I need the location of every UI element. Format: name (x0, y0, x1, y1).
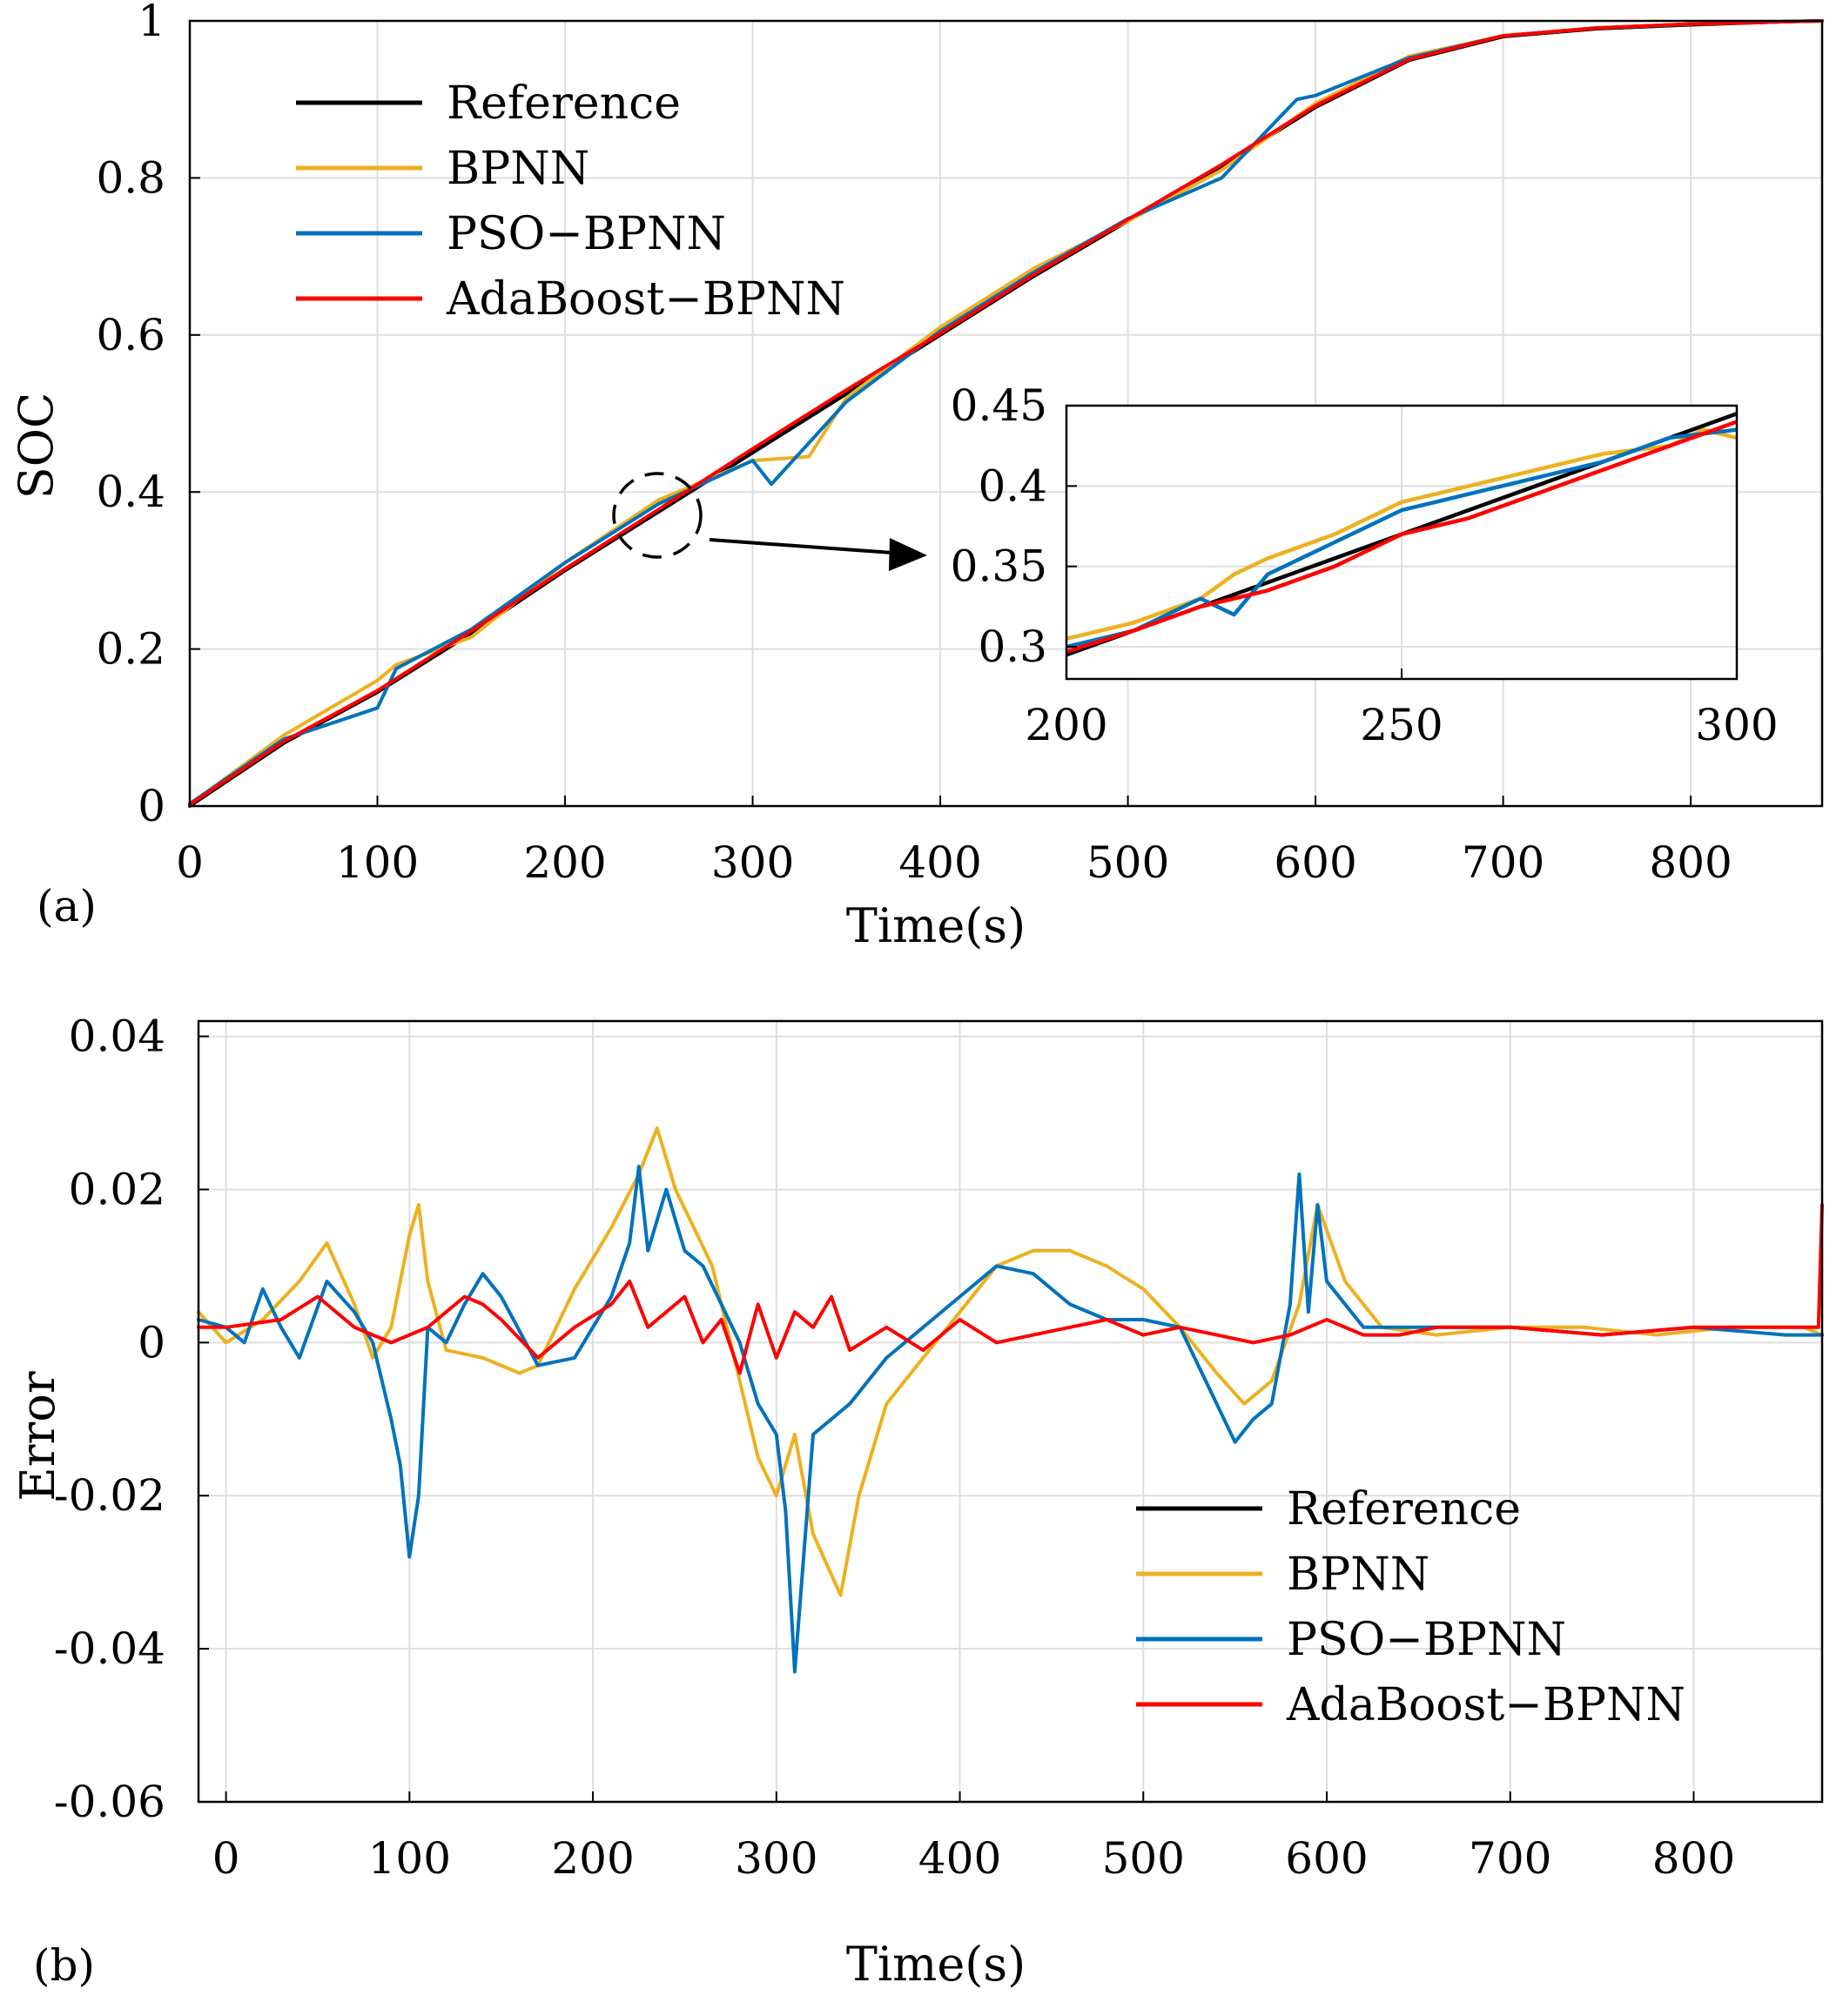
panel-a-ytick-label-1: 0.2 (96, 624, 165, 675)
panel-b-legend: Reference BPNN PSO−BPNN AdaBoost−BPNN (1136, 1483, 1685, 1731)
panel-a-legend-label-reference: Reference (447, 77, 681, 130)
panel-a-xlabel: Time(s) (846, 898, 1026, 953)
panel-b-series-pso-bpnn (197, 1165, 1824, 1674)
panel-b-ylabel: Error (10, 1371, 65, 1502)
panel-b-xlabel: Time(s) (846, 1937, 1026, 1992)
panel-b-xtick-label-300: 300 (735, 1833, 817, 1884)
panel-a-xtick-label-500: 500 (1086, 837, 1169, 888)
inset-series-pso-bpnn (1066, 427, 1738, 649)
panel-b-legend-label-pso-bpnn: PSO−BPNN (1287, 1614, 1566, 1666)
inset-ytick-label-2: 0.4 (978, 460, 1047, 511)
panel-b-letter: (b) (33, 1940, 95, 1991)
panel-b-error-chart: 0 100 200 300 400 500 600 700 800 -0.06 -0.04 -0.02… (10, 1011, 1824, 1992)
panel-b-xtick-label-200: 200 (551, 1833, 634, 1884)
inset-xtick-label-200: 200 (1025, 700, 1107, 750)
panel-a-xtick-label-800: 800 (1649, 837, 1732, 888)
panel-b-ytick-label-0: -0.06 (54, 1777, 165, 1827)
panel-b-series-bpnn (197, 1126, 1824, 1597)
panel-b-ytick-label-1: -0.04 (54, 1623, 165, 1674)
panel-a-xtick-label-300: 300 (711, 837, 794, 888)
panel-a-legend-label-pso-bpnn: PSO−BPNN (447, 208, 726, 260)
panel-a-ticks: 0 100 200 300 400 500 600 700 800 0 0.2 0.4 0.6 0.8 1 (96, 0, 1732, 888)
panel-a-xtick-label-700: 700 (1462, 837, 1544, 888)
panel-b-series (197, 1126, 1824, 1674)
panel-a-xtick-label-0: 0 (176, 837, 204, 888)
panel-a-frame (188, 19, 1824, 808)
zoom-arrow-head (889, 538, 927, 571)
panel-a-letter: (a) (37, 881, 97, 931)
panel-a-ytick-label-4: 0.8 (96, 152, 165, 203)
panel-b-ytick-label-2: -0.02 (54, 1470, 165, 1521)
panel-a-series (188, 19, 1824, 808)
panel-b-ytick-label-3: 0 (138, 1317, 165, 1368)
panel-a-ytick-label-2: 0.4 (96, 467, 165, 517)
panel-b-xtick-label-100: 100 (368, 1833, 451, 1884)
inset-ytick-label-1: 0.35 (951, 541, 1047, 592)
panel-b-ytick-label-4: 0.02 (69, 1164, 165, 1214)
panel-a-inset: 200 250 300 0.3 0.35 0.4 0.45 (951, 380, 1779, 750)
panel-b-xtick-label-0: 0 (212, 1833, 240, 1884)
panel-b-legend-label-adaboost-bpnn: AdaBoost−BPNN (1286, 1679, 1685, 1731)
inset-xtick-label-300: 300 (1695, 700, 1778, 750)
panel-a-ylabel: SOC (9, 393, 64, 500)
inset-ytick-label-0: 0.3 (978, 622, 1047, 672)
panel-b-xtick-label-500: 500 (1102, 1833, 1185, 1884)
panel-b-legend-label-reference: Reference (1287, 1483, 1521, 1536)
panel-b-xtick-label-600: 600 (1285, 1833, 1368, 1884)
zoom-region-circle (612, 472, 703, 559)
inset-ticks: 200 250 300 0.3 0.35 0.4 0.45 (951, 380, 1779, 750)
panel-a-ytick-label-5: 1 (138, 0, 165, 46)
panel-a-xtick-label-200: 200 (523, 837, 606, 888)
inset-series (1066, 412, 1738, 657)
panel-a-ytick-label-3: 0.6 (96, 310, 165, 360)
panel-a-series-adaboost-bpnn (188, 19, 1824, 807)
panel-b-legend-label-bpnn: BPNN (1287, 1549, 1429, 1601)
panel-a-legend-label-bpnn: BPNN (447, 143, 589, 195)
zoom-arrow-line (709, 538, 893, 554)
panel-b-xtick-label-800: 800 (1652, 1833, 1735, 1884)
panel-b-ticks: 0 100 200 300 400 500 600 700 800 -0.06 -0.04 -0.02… (54, 1011, 1735, 1884)
inset-series-adaboost-bpnn (1066, 420, 1738, 654)
panel-a-soc-chart: 0 100 200 300 400 500 600 700 80000.20.40.60.81 … (9, 0, 1824, 953)
panel-a-xtick-label-100: 100 (336, 837, 419, 888)
panel-b-frame (197, 1019, 1824, 1804)
panel-a-xtick-label-400: 400 (898, 837, 981, 888)
inset-xtick-label-250: 250 (1360, 700, 1443, 750)
panel-b-ytick-label-5: 0.04 (69, 1011, 165, 1062)
panel-b-grid (198, 1021, 1822, 1803)
panel-a-xtick-label-600: 600 (1274, 837, 1356, 888)
panel-b-xtick-label-400: 400 (918, 1833, 1001, 1884)
panel-a-legend-label-adaboost-bpnn: AdaBoost−BPNN (446, 273, 845, 326)
panel-a-legend: Reference BPNN PSO−BPNN AdaBoost−BPNN (296, 77, 845, 326)
inset-ytick-label-3: 0.45 (951, 380, 1047, 431)
panel-b-series-adaboost-bpnn (197, 1203, 1824, 1375)
panel-b-xtick-label-700: 700 (1469, 1833, 1551, 1884)
panel-a-ytick-label-0: 0 (138, 781, 165, 831)
